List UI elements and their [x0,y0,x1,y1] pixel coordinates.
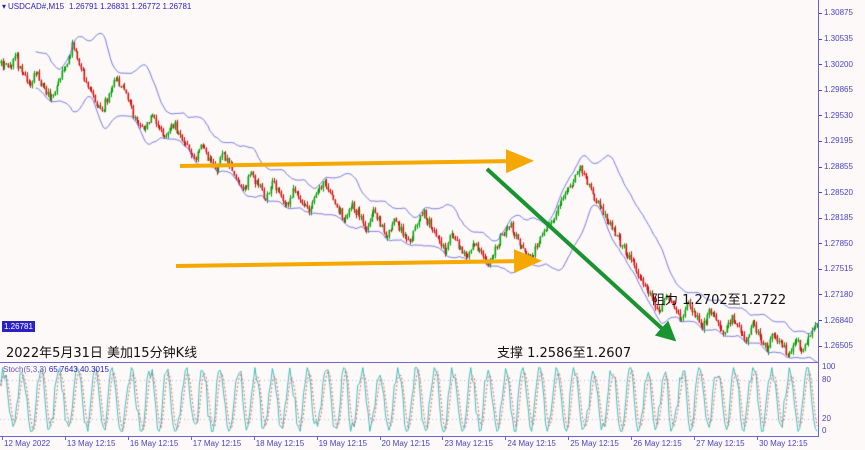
time-tick-mark [442,437,444,440]
price-tick: 1.28855 [819,163,853,171]
stochastic-pane[interactable] [0,363,819,437]
symbol-header: ▾ USDCAD#,M15 1.26791 1.26831 1.26772 1.26… [2,2,191,11]
candlestick-canvas[interactable] [0,0,818,362]
time-tick-label: 13 May 12:15 [66,439,116,448]
price-chart-pane[interactable] [0,0,819,363]
stochastic-canvas[interactable] [0,363,818,436]
stochastic-tick: 100 [822,362,836,371]
price-tick: 1.28185 [819,214,853,222]
price-tick: 1.27180 [819,290,853,299]
price-tick: 1.30200 [819,60,853,69]
stochastic-name: Stoch(5,3,3) [3,365,47,374]
stochastic-d-value: 40.3015 [79,365,109,374]
time-tick-mark [379,437,381,440]
price-tick: 1.30875 [819,9,853,17]
caption-date: 2022年5月31日 美加15分钟K线 [6,346,198,361]
time-tick-mark [64,437,66,440]
time-tick-mark [253,437,255,440]
price-tick: 1.26840 [819,316,853,325]
time-tick-mark [631,437,633,440]
ohlc-values: 1.26791 1.26831 1.26772 1.26781 [69,2,192,11]
resistance-label: 阻力 1.2702至1.2722 [652,293,787,308]
time-tick-label: 18 May 12:15 [255,439,305,448]
time-tick-label: 24 May 12:15 [507,439,556,448]
price-tick: 1.27515 [819,265,853,273]
time-tick-mark [757,437,759,440]
stochastic-tick: 20 [822,414,831,423]
stochastic-k-value: 65.7643 [48,365,78,374]
time-tick-mark [2,437,3,440]
time-tick-label: 25 May 12:15 [570,439,619,448]
time-tick-mark [694,437,696,440]
time-tick-mark [505,437,507,440]
time-tick-label: 17 May 12:15 [192,439,242,448]
stochastic-scale-axis[interactable]: 100 80 20 0 [819,363,865,436]
price-tick: 1.29865 [819,86,853,94]
time-tick-mark [190,437,192,440]
price-tick: 1.26505 [819,342,853,350]
time-tick-mark [316,437,318,440]
time-tick-label: 20 May 12:15 [381,439,431,448]
stochastic-header: Stoch(5,3,3) 65.7643 40.3015 [3,365,109,374]
time-tick-label: 12 May 2022 [4,439,51,448]
price-tick: 1.27850 [819,239,853,248]
time-tick-label: 27 May 12:15 [696,439,745,448]
stochastic-tick: 80 [822,375,831,384]
price-scale-axis[interactable]: 1.30875 1.30535 1.30200 1.29865 1.29530 1.291… [819,0,865,362]
stochastic-tick: 0 [822,426,827,435]
support-label: 支撑 1.2586至1.2607 [497,346,632,361]
time-tick-mark [127,437,129,440]
price-tick: 1.30535 [819,35,853,43]
price-tick: 1.29530 [819,111,853,120]
time-tick-label: 23 May 12:15 [444,439,493,448]
symbol-label: USDCAD#,M15 [8,2,65,11]
time-tick-label: 19 May 12:15 [318,439,368,448]
price-tick: 1.29195 [819,137,853,145]
current-price-badge: 1.26781 [2,321,35,333]
time-tick-label: 26 May 12:15 [633,439,682,448]
chevron-down-icon[interactable]: ▾ [2,2,7,11]
time-tick-label: 30 May 12:15 [759,439,808,448]
time-tick-label: 16 May 12:15 [129,439,179,448]
time-axis[interactable]: 12 May 2022 13 May 12:15 16 May 12:15 17 Ma… [0,437,865,450]
time-tick-mark [568,437,570,440]
price-tick: 1.28520 [819,188,853,197]
